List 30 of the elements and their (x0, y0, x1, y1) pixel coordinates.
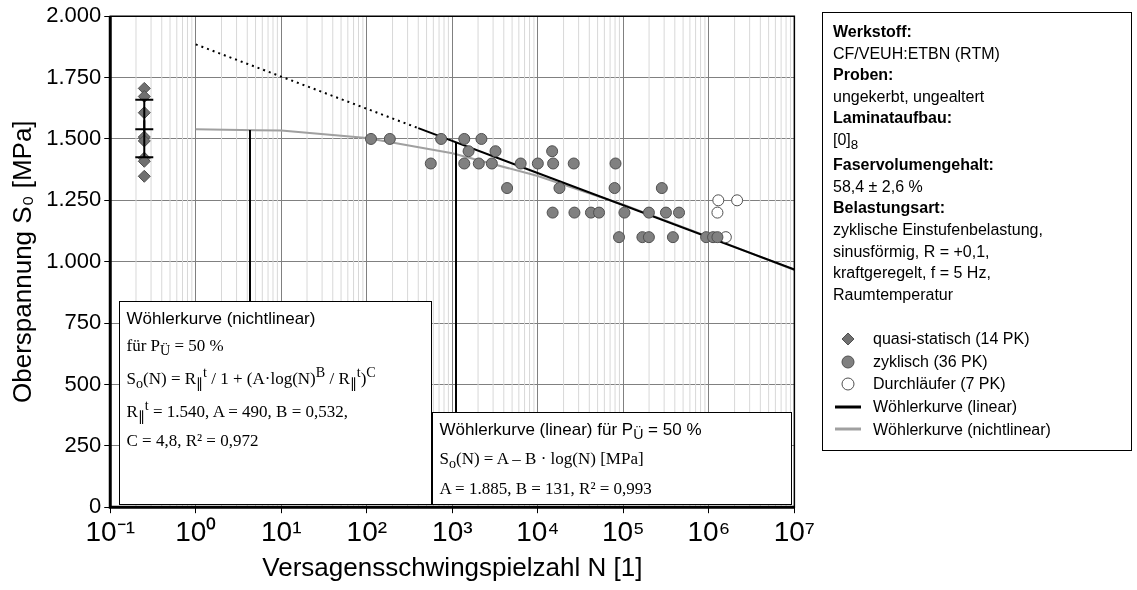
y-tick-label: 1.250 (46, 186, 102, 212)
x-tick-label: 10⁴ (516, 515, 560, 547)
y-tick-label: 1.000 (46, 247, 102, 273)
y-tick-label: 2.000 (46, 2, 102, 28)
note-box: Wöhlerkurve (linear) für P$_{Ü}$ = 50 % S$_{o}$(N) = A – B · log(N) [MPa] A = 1.885, B = 131, R² = 0,993 (432, 411, 793, 506)
y-tick-label: 1.500 (46, 125, 102, 151)
legend-label: Wöhlerkurve (nichtlinear) (873, 419, 1051, 440)
text: Laminataufbau: [0]$_{8}$ (833, 108, 954, 155)
x-tick-label: 10² (346, 515, 388, 547)
y-tick-label: 750 (64, 309, 102, 335)
x-axis-title: Versagensschwingspielzahl N [1] (262, 551, 643, 582)
x-tick-label: 10⁰ (175, 515, 217, 547)
x-tick-label: 10³ (432, 515, 473, 547)
x-tick-label: 10¹ (261, 515, 302, 547)
note-box: Wöhlerkurve (nichtlinear) für P$_{Ü}$ = 50 % S$_{o}$(N) = R$_{∥}$$^{t}$ / 1 + (A·log(N)$^{B}$ / R$_{∥}$$^{t}$)$^{C}$ R$_{∥}$$^{t}$ = 1.540, A = 490, B = 0,532, C = 4,8, R² = 0,972 (119, 301, 433, 506)
legend-label: Wöhlerkurve (linear) (873, 397, 1018, 418)
x-tick-label: 10⁵ (601, 515, 645, 547)
y-axis-title: Oberspannung S₀ [MPa] (6, 120, 37, 403)
y-tick-label: 500 (64, 370, 102, 396)
text: Proben: ungekerbt, ungealtert (833, 65, 986, 107)
legend-label: Durchläufer (7 PK) (873, 374, 1006, 395)
y-tick-label: 1.750 (46, 63, 102, 89)
text: Faservolumengehalt: 58,4 ± 2,6 % (833, 155, 995, 197)
legend-label: zyklisch (36 PK) (873, 351, 988, 372)
text: Werkstoff: CF/VEUH:ETBN (RTM) (833, 22, 1001, 64)
y-tick-label: 250 (64, 431, 102, 457)
x-tick-label: 10⁶ (687, 515, 731, 547)
legend-label: quasi-statisch (14 PK) (873, 329, 1030, 350)
text: Belastungsart: zyklische Einstufenbelastung, sinusförmig, R = +0,1, kraftgeregelt, f = 5 Hz, Raumtemperatur (833, 198, 1044, 305)
x-tick-label: 10⁷ (773, 515, 815, 547)
